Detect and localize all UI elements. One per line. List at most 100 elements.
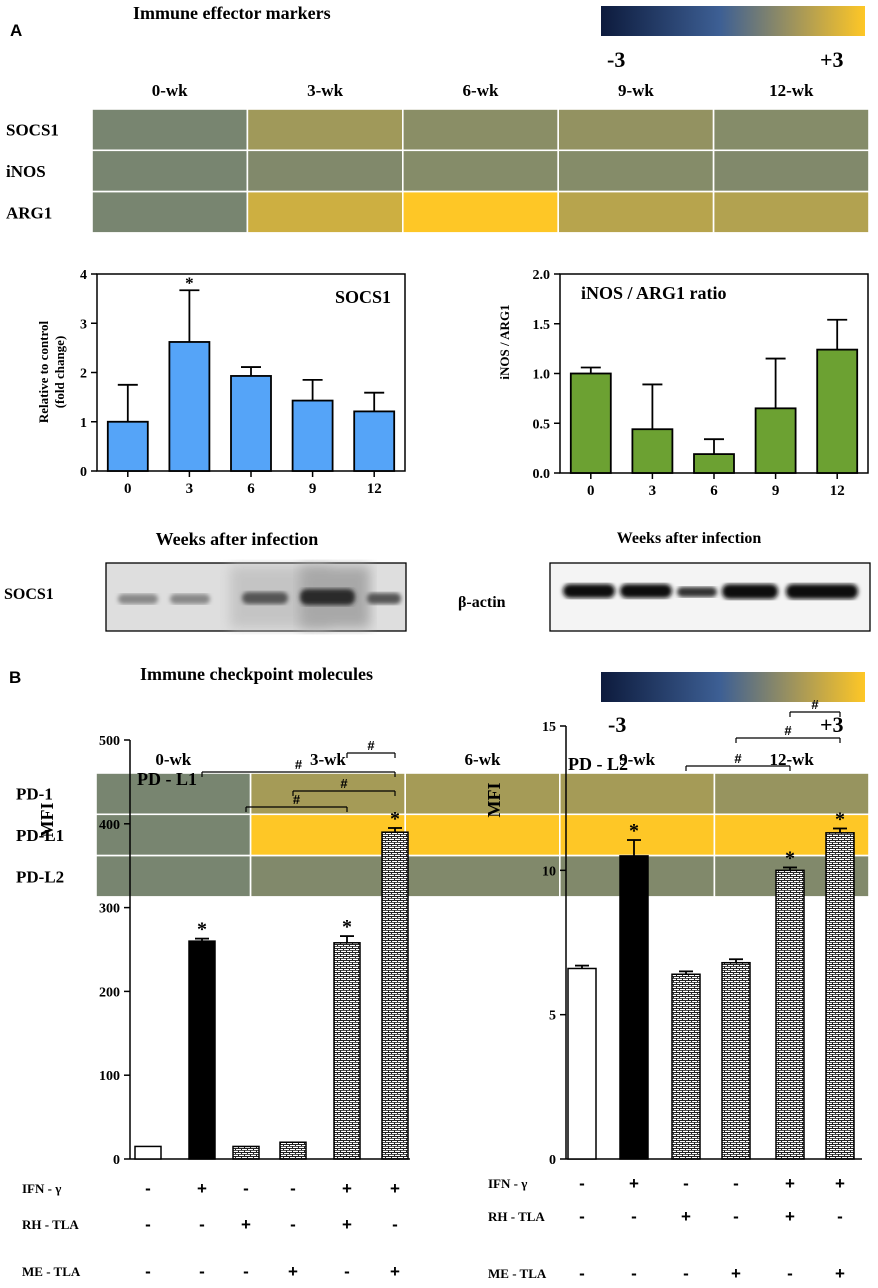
bar: [230, 375, 272, 472]
heatmap-cell: [712, 108, 870, 152]
pd-l1-chart-title: PD - L1: [137, 769, 197, 789]
y-tick-label: 500: [99, 734, 120, 749]
pd-l2-y-label: MFI: [484, 783, 504, 818]
treatment-sign: -: [145, 1179, 151, 1198]
bar: [381, 831, 409, 1160]
bar: [693, 453, 735, 474]
treatment-sign: +: [681, 1207, 691, 1226]
x-tick-label: 6: [710, 483, 718, 499]
heatmap-cell: [712, 190, 870, 234]
socs1-blot-label: SOCS1: [4, 586, 54, 603]
comparison-label: #: [340, 776, 348, 791]
y-tick-label: 2: [80, 367, 87, 382]
y-tick-label: 4: [80, 268, 87, 283]
treatment-sign: -: [145, 1215, 151, 1234]
significance-star: *: [342, 916, 352, 938]
heatmap-a-scale-min: -3: [607, 47, 625, 72]
y-tick-label: 0: [80, 465, 87, 480]
treatment-sign: -: [787, 1264, 793, 1283]
x-tick-label: 9: [309, 481, 317, 497]
bar: [291, 399, 334, 472]
treatment-sign: -: [145, 1262, 151, 1281]
treatment-sign: -: [290, 1215, 296, 1234]
comparison-label: #: [293, 792, 301, 807]
treatment-sign: -: [199, 1262, 205, 1281]
heatmap-cell: [246, 149, 404, 193]
treatment-row-label: RH - TLA: [488, 1209, 545, 1224]
treatment-sign: +: [390, 1179, 400, 1198]
comparison-label: #: [784, 723, 792, 738]
heatmap-cell: [91, 190, 249, 234]
significance-star: *: [390, 808, 400, 830]
bar: [671, 973, 701, 1160]
y-tick-label: 15: [542, 720, 556, 735]
heatmap-row-label: SOCS1: [6, 121, 59, 140]
heatmap-cell: [712, 149, 870, 193]
pd-l2-bar-chart: PD - L2 MFI 0 5 10 15 * * * # # #: [484, 697, 862, 1168]
socs1-y-label-unit: (fold change): [52, 336, 67, 409]
treatment-sign: -: [290, 1179, 296, 1198]
bar: [567, 967, 597, 1160]
comparison-label: #: [295, 757, 303, 772]
bar: [631, 428, 674, 474]
bar: [353, 410, 396, 472]
heatmap-cell: [249, 772, 407, 816]
heatmap-row-label: iNOS: [6, 162, 46, 181]
y-tick-label: 300: [99, 902, 120, 917]
treatment-sign: +: [197, 1179, 207, 1198]
heatmap-cell: [246, 190, 404, 234]
ratio-x-label: Weeks after infection: [617, 530, 762, 547]
pd-l1-bar-chart: PD - L1 MFI 0 100 200 300 400 500 * * * # # # #: [37, 734, 410, 1168]
bar: [232, 1145, 260, 1160]
treatment-sign: -: [344, 1262, 350, 1281]
treatment-sign: -: [392, 1215, 398, 1234]
pd-l1-y-label: MFI: [37, 803, 57, 838]
x-tick-label: 12: [367, 481, 382, 497]
heatmap-cell: [404, 813, 561, 857]
heatmap-b: 0-wk 3-wk 6-wk 9-wk 12-wk PD-1 PD-L1 PD-L2: [16, 750, 870, 898]
heatmap-cell: [401, 149, 559, 193]
heatmap-cell: [404, 772, 561, 816]
ratio-bar-chart: iNOS / ARG1 ratio iNOS / ARG1 Weeks afte…: [497, 268, 869, 547]
heatmap-a-scale-max: +3: [820, 47, 844, 72]
heatmap-a-title: Immune effector markers: [133, 3, 331, 23]
heatmap-b-scale-max: +3: [820, 712, 844, 737]
y-tick-label: 200: [99, 985, 120, 1000]
treatment-sign: +: [241, 1215, 251, 1234]
heatmap-cell: [249, 813, 407, 857]
heatmap-column-label: 9-wk: [618, 81, 654, 100]
socs1-chart-title: SOCS1: [335, 287, 391, 307]
bar: [825, 832, 855, 1160]
bar: [775, 869, 805, 1160]
treatment-sign: -: [243, 1179, 249, 1198]
treatment-sign: -: [579, 1174, 585, 1193]
treatment-sign: +: [288, 1262, 298, 1281]
x-tick-label: 6: [247, 481, 255, 497]
treatment-row-label: RH - TLA: [22, 1217, 79, 1232]
treatment-row-label: IFN - γ: [488, 1176, 527, 1191]
x-tick-label: 3: [186, 481, 194, 497]
y-tick-label: 0.5: [533, 417, 551, 432]
heatmap-cell: [246, 108, 404, 152]
ratio-chart-title: iNOS / ARG1 ratio: [581, 283, 727, 303]
y-tick-label: 1.0: [533, 368, 551, 383]
heatmap-b-title: Immune checkpoint molecules: [140, 664, 373, 684]
heatmap-row-label: ARG1: [6, 203, 52, 222]
treatment-sign: +: [629, 1174, 639, 1193]
heatmap-cell: [95, 854, 252, 898]
treatment-sign: +: [835, 1264, 845, 1283]
heatmap-b-color-scale: [601, 672, 865, 702]
treatment-sign: +: [785, 1207, 795, 1226]
treatment-sign: -: [579, 1207, 585, 1226]
y-tick-label: 100: [99, 1069, 120, 1084]
bar: [188, 940, 216, 1160]
heatmap-column-label: 0-wk: [152, 81, 188, 100]
comparison-label: #: [367, 738, 375, 753]
heatmap-a-color-scale: [601, 6, 865, 36]
treatment-sign: -: [837, 1207, 843, 1226]
y-tick-label: 0: [113, 1153, 120, 1168]
actin-blot-label: β-actin: [458, 594, 506, 611]
heatmap-cell: [91, 108, 249, 152]
bar: [816, 348, 859, 474]
